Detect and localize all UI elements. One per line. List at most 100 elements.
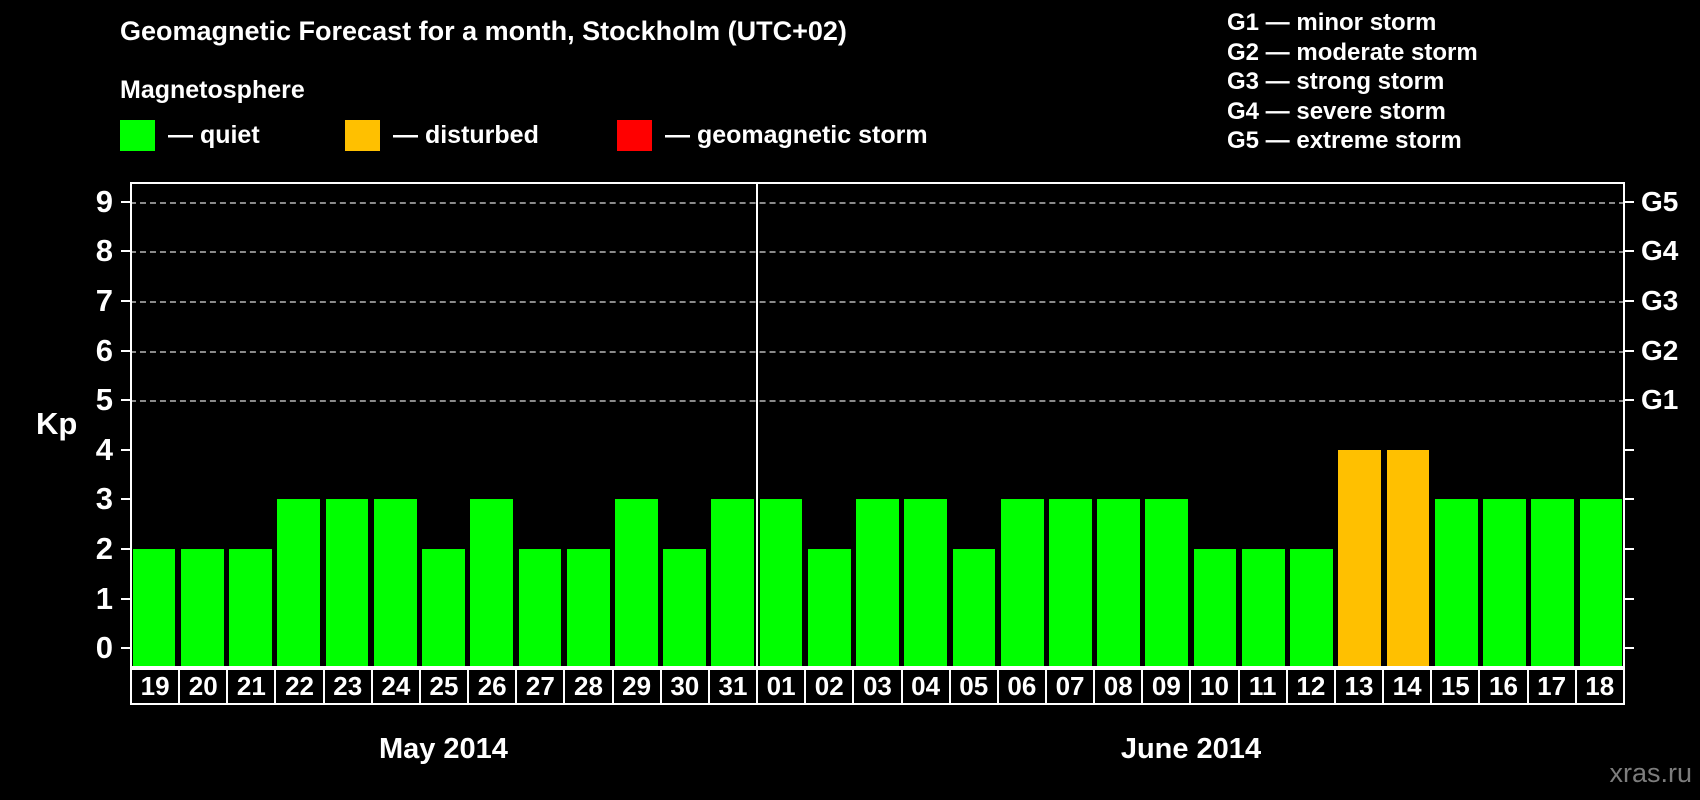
y-axis-tick-right (1625, 349, 1634, 352)
y-tick-label: 7 (95, 283, 113, 319)
date-cell: 30 (662, 670, 710, 703)
g-scale-line-g3: G3 — strong storm (1227, 68, 1445, 95)
y-tick-label: 9 (95, 183, 113, 219)
date-cell: 13 (1336, 670, 1385, 703)
g-axis-label-g1: G1 (1641, 384, 1679, 416)
y-tick-label: 2 (95, 530, 113, 566)
date-cell: 28 (565, 670, 614, 703)
kp-bar (1097, 499, 1140, 668)
kp-bar (1145, 499, 1189, 668)
y-tick-label: 1 (95, 580, 113, 616)
chart-title: Geomagnetic Forecast for a month, Stockh… (120, 16, 847, 46)
date-cell: 14 (1384, 670, 1433, 703)
g-axis-label-g2: G2 (1641, 334, 1679, 366)
month-label: June 2014 (1120, 733, 1262, 765)
kp-bar (952, 548, 996, 668)
gridline-kp7 (130, 301, 1625, 304)
watermark: xras.ru (1609, 758, 1692, 788)
g-scale-line-g2: G2 — moderate storm (1227, 38, 1478, 66)
y-axis-tick-left (121, 498, 130, 501)
y-tick-label: 5 (95, 382, 113, 418)
gridline-kp8 (130, 251, 1625, 254)
date-cell: 07 (1047, 670, 1096, 703)
date-cell: 27 (517, 670, 566, 703)
storm-color-swatch (617, 120, 652, 151)
kp-bar (229, 548, 272, 668)
kp-bar (422, 548, 465, 668)
kp-bar (711, 499, 755, 668)
kp-bar (1531, 499, 1575, 668)
date-cell: 05 (951, 670, 999, 703)
date-cell: 20 (180, 670, 229, 703)
date-cell: 11 (1240, 670, 1288, 703)
legend-item-storm: — geomagnetic storm (617, 119, 928, 152)
date-cell: 26 (469, 670, 518, 703)
g-axis-label-g5: G5 (1641, 185, 1679, 217)
y-axis-tick-right (1625, 597, 1634, 600)
g-scale-line-g1: G1 — minor storm (1227, 9, 1437, 36)
legend-heading: Magnetosphere (120, 76, 305, 104)
y-tick-label: 8 (95, 233, 113, 269)
date-cell: 23 (325, 670, 373, 703)
kp-bar (856, 499, 899, 668)
date-cell: 18 (1585, 671, 1615, 701)
month-separator (755, 182, 758, 668)
y-tick-label: 6 (95, 332, 113, 368)
kp-bar (759, 499, 803, 668)
date-cell: 25 (421, 670, 470, 703)
date-cell: 24 (373, 670, 421, 703)
date-cell: 02 (806, 670, 855, 703)
y-axis-tick-right (1625, 547, 1634, 550)
kp-bar (373, 499, 417, 668)
y-axis-tick-left (121, 597, 130, 600)
date-cell: 09 (1143, 670, 1192, 703)
legend-item-label: — geomagnetic storm (665, 121, 928, 149)
g-scale-line-g4: G4 — severe storm (1227, 97, 1446, 125)
y-axis-tick-right (1625, 250, 1634, 253)
date-cell: 12 (1288, 670, 1336, 703)
kp-bar (325, 499, 369, 668)
date-cell: 10 (1191, 670, 1240, 703)
plot-area (130, 182, 1625, 668)
date-cell: 31 (710, 670, 759, 703)
date-cell: 29 (614, 670, 662, 703)
legend-item-label: — disturbed (393, 121, 539, 149)
y-axis-tick-right (1625, 300, 1634, 303)
y-axis-tick-left (121, 448, 130, 451)
y-axis-tick-left (121, 349, 130, 352)
gridline-kp6 (130, 350, 1625, 353)
date-cell: 17 (1529, 670, 1577, 703)
date-cell: 01 (758, 670, 807, 703)
kp-bar (663, 548, 706, 668)
y-tick-label: 4 (95, 431, 113, 467)
y-axis-tick-left (121, 399, 130, 402)
y-tick-label: 0 (95, 630, 113, 666)
kp-bar (1434, 499, 1478, 668)
date-cell: 15 (1432, 670, 1481, 703)
date-cell: 06 (999, 670, 1047, 703)
kp-bar (566, 548, 610, 668)
date-cell: 21 (228, 670, 277, 703)
kp-bar (1241, 548, 1285, 668)
kp-bar (904, 499, 948, 668)
y-axis-label: Kp (36, 406, 78, 441)
kp-bar (1290, 548, 1333, 668)
g-axis-label-g3: G3 (1641, 285, 1679, 317)
kp-bar (807, 548, 851, 668)
y-axis-tick-left (121, 250, 130, 253)
kp-bar (277, 499, 321, 668)
y-axis-tick-right (1625, 200, 1634, 203)
y-tick-label: 3 (95, 481, 113, 517)
g-axis-label-g4: G4 (1641, 235, 1679, 267)
kp-bar (1338, 449, 1382, 668)
y-axis-tick-left (121, 647, 130, 650)
g-scale-line-g5: G5 — extreme storm (1227, 127, 1462, 154)
y-axis-tick-left (121, 547, 130, 550)
date-cell: 22 (276, 670, 325, 703)
kp-bar (518, 548, 562, 668)
gridline-kp9 (130, 201, 1625, 204)
legend-item-quiet: — quiet (120, 119, 260, 152)
kp-bar (470, 499, 514, 668)
y-axis-tick-left (121, 200, 130, 203)
